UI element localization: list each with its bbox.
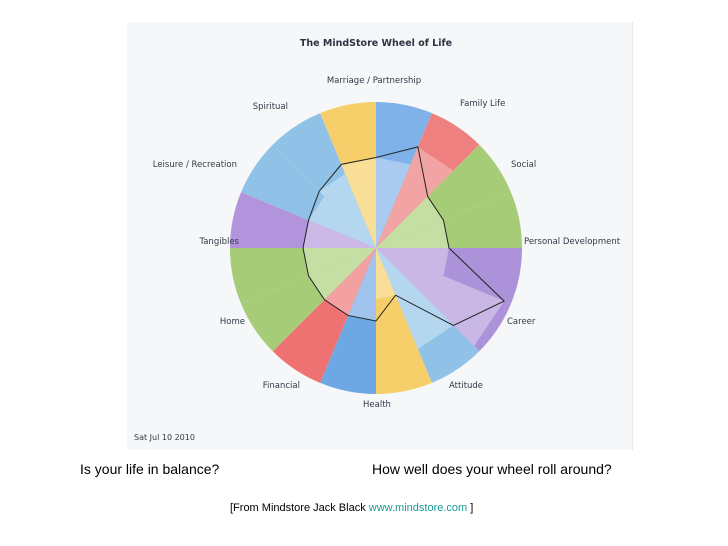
segment-label: Leisure / Recreation — [153, 160, 237, 170]
segment-score-fill — [308, 196, 376, 248]
segment-score-fill — [376, 248, 454, 350]
segment-label: Attitude — [449, 381, 483, 391]
segment-label: Financial — [263, 381, 300, 391]
segment-score-fill — [376, 146, 454, 248]
segment-label: Family Life — [460, 99, 505, 109]
segment-label: Personal Development — [524, 237, 621, 247]
segment-label: Spiritual — [253, 102, 288, 112]
balance-question: Is your life in balance? — [80, 461, 220, 477]
segment-label: Health — [363, 400, 391, 410]
segment-score-fill — [376, 220, 449, 248]
segment-label: Home — [220, 317, 245, 327]
segment-score-fill — [376, 196, 444, 248]
credit-suffix: ] — [467, 502, 474, 514]
segment-score-fill — [376, 157, 411, 248]
segment-score-fill — [324, 248, 376, 316]
segment-label: Career — [507, 317, 536, 327]
segment-score-fill — [308, 248, 376, 300]
wheel-title: The MindStore Wheel of Life — [300, 38, 452, 49]
segment-label: Tangibles — [198, 237, 239, 247]
segment-score-fill — [376, 248, 396, 300]
wheel-image: The MindStore Wheel of Life Marriage / P… — [127, 22, 633, 450]
segment-score-fill — [303, 248, 376, 276]
segment-score-fill — [376, 248, 505, 347]
segment-score-fill — [319, 173, 376, 248]
segment-score-fill — [348, 248, 376, 321]
credit-line: [From Mindstore Jack Black www.mindstore… — [230, 502, 473, 514]
date-stamp: Sat Jul 10 2010 — [134, 433, 195, 442]
segment-label: Marriage / Partnership — [327, 76, 421, 86]
credit-prefix: [From Mindstore Jack Black — [230, 502, 369, 514]
segment-label: Social — [511, 160, 536, 170]
mindstore-link[interactable]: www.mindstore.com — [368, 502, 468, 514]
segment-score-fill — [303, 220, 376, 248]
score-outline — [302, 146, 506, 326]
segment-score-fill — [376, 248, 449, 276]
segment-score-fill — [341, 157, 376, 248]
roll-question: How well does your wheel roll around? — [372, 461, 612, 477]
wheel-of-life: The MindStore Wheel of Life Marriage / P… — [134, 38, 621, 442]
